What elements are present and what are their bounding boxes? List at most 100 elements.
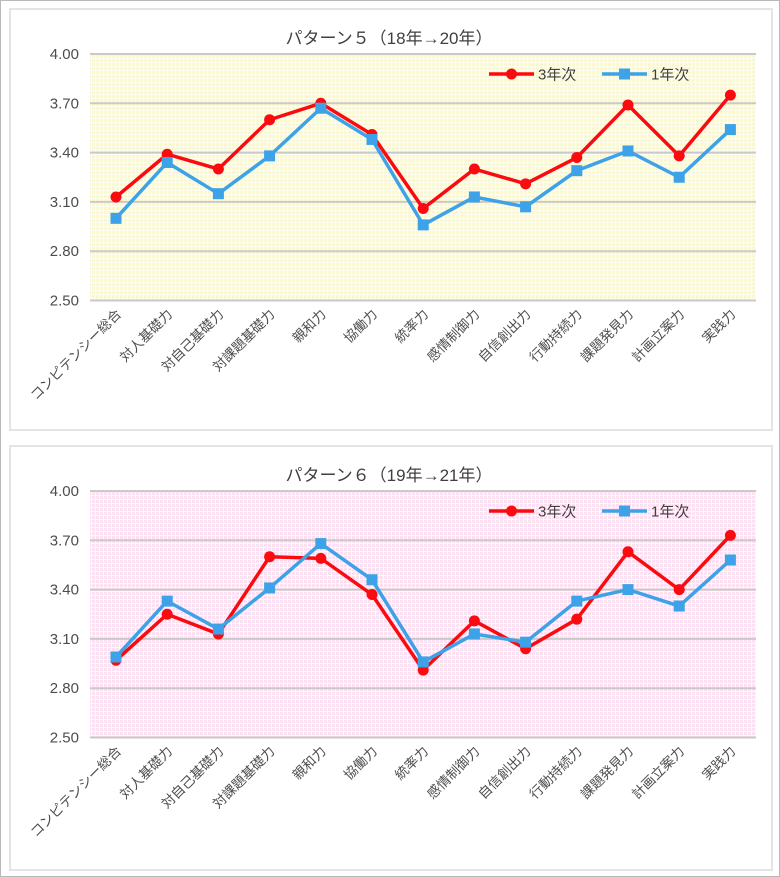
pattern5-line-chart: 4.003.703.403.102.802.50コンピテンシー総合対人基礎力対自… xyxy=(28,29,756,403)
data-point-marker xyxy=(161,608,173,620)
data-point-marker xyxy=(673,584,685,596)
data-point-marker xyxy=(724,554,736,566)
x-axis-category-label: 自信創出力 xyxy=(475,744,533,802)
y-axis-tick-label: 3.10 xyxy=(50,631,79,648)
data-point-marker xyxy=(673,171,685,183)
data-point-marker xyxy=(212,163,224,175)
data-point-marker xyxy=(622,99,634,111)
y-axis-tick-label: 3.70 xyxy=(50,532,79,549)
data-point-marker xyxy=(366,133,378,145)
data-point-marker xyxy=(468,628,480,640)
x-axis-category-label: 実践力 xyxy=(699,307,738,346)
data-point-marker xyxy=(468,191,480,203)
x-axis-category-label: 親和力 xyxy=(290,744,329,783)
data-point-marker xyxy=(571,613,583,625)
data-point-marker xyxy=(366,589,378,601)
x-axis-category-label: コンピテンシー総合 xyxy=(28,743,125,840)
data-point-marker xyxy=(264,150,276,162)
legend-item: 3年次 xyxy=(489,67,576,84)
y-axis-tick-label: 2.80 xyxy=(50,680,79,697)
x-axis-category-label: 感情制御力 xyxy=(423,743,482,802)
y-axis-tick-label: 4.00 xyxy=(50,483,79,500)
x-axis-category-label: 統率力 xyxy=(391,743,431,783)
data-point-marker xyxy=(264,551,276,563)
data-point-marker xyxy=(571,165,583,177)
chart-title: パターン５（18年→20年） xyxy=(286,29,493,48)
data-point-marker xyxy=(520,178,532,190)
data-point-marker xyxy=(417,219,429,231)
legend-item: 1年次 xyxy=(602,504,689,521)
legend-item: 1年次 xyxy=(602,67,689,84)
y-axis-tick-label: 3.40 xyxy=(50,582,79,599)
data-point-marker xyxy=(520,201,532,213)
x-axis-category-label: 実践力 xyxy=(699,744,738,783)
x-axis-category-label: 行動持続力 xyxy=(527,307,585,365)
legend-circle-marker-icon xyxy=(506,68,517,80)
data-point-marker xyxy=(724,89,736,101)
data-point-marker xyxy=(571,152,583,164)
data-point-marker xyxy=(366,574,378,586)
data-point-marker xyxy=(622,584,634,596)
x-axis-category-label: 自信創出力 xyxy=(475,307,533,365)
y-axis-tick-label: 4.00 xyxy=(50,46,79,63)
data-point-marker xyxy=(110,191,122,203)
data-point-marker xyxy=(315,552,327,564)
data-point-marker xyxy=(161,156,173,168)
y-axis-tick-label: 2.80 xyxy=(50,243,79,260)
data-point-marker xyxy=(724,124,736,136)
data-point-marker xyxy=(110,212,122,224)
plot-area xyxy=(90,54,756,301)
x-axis-category-label: 協働力 xyxy=(341,307,380,346)
x-axis-category-label: 協働力 xyxy=(341,744,380,783)
pattern6-line-chart: 4.003.703.403.102.802.50コンピテンシー総合対人基礎力対自… xyxy=(28,466,756,840)
legend-square-marker-icon xyxy=(619,68,630,80)
y-axis-tick-label: 2.50 xyxy=(50,730,79,747)
legend-label: 3年次 xyxy=(538,504,576,521)
data-point-marker xyxy=(315,538,327,550)
data-point-marker xyxy=(212,623,224,635)
data-point-marker xyxy=(520,636,532,648)
y-axis-tick-label: 2.50 xyxy=(50,293,79,310)
x-axis-category-label: 計画立案力 xyxy=(628,743,687,802)
legend-circle-marker-icon xyxy=(506,505,517,517)
data-point-marker xyxy=(417,656,429,668)
pattern5-chart-panel: 4.00 3.70 3.40 3.10 2.80 2.50 コンピテンシー総合 対人基礎力 対自… xyxy=(9,8,773,431)
x-axis-category-label: 親和力 xyxy=(290,307,329,346)
chart-title: パターン６（19年→21年） xyxy=(286,466,493,485)
legend: 3年次 1年次 xyxy=(489,67,689,84)
data-point-marker xyxy=(673,600,685,612)
y-axis-tick-label: 3.70 xyxy=(50,95,79,112)
plot-area xyxy=(90,491,756,738)
data-point-marker xyxy=(110,651,122,663)
y-axis-tick-label: 3.40 xyxy=(50,145,79,162)
data-point-marker xyxy=(212,188,224,200)
legend-label: 3年次 xyxy=(538,67,576,84)
y-axis-tick-label: 3.10 xyxy=(50,194,79,211)
pattern6-chart-panel: 4.00 3.70 3.40 3.10 2.80 2.50 コンピテンシー総合 対人基礎力 対自… xyxy=(9,445,773,871)
data-point-marker xyxy=(315,102,327,114)
data-point-marker xyxy=(724,529,736,541)
legend-label: 1年次 xyxy=(651,67,689,84)
x-axis-category-label: 計画立案力 xyxy=(628,306,687,365)
x-axis-category-label: 感情制御力 xyxy=(423,306,482,365)
data-point-marker xyxy=(264,582,276,594)
x-axis-category-label: 統率力 xyxy=(391,306,431,346)
data-point-marker xyxy=(161,595,173,607)
data-point-marker xyxy=(468,163,480,175)
data-point-marker xyxy=(417,202,429,214)
x-axis-category-label: 行動持続力 xyxy=(527,744,585,802)
legend-label: 1年次 xyxy=(651,504,689,521)
data-point-marker xyxy=(622,145,634,157)
legend: 3年次 1年次 xyxy=(489,504,689,521)
legend-square-marker-icon xyxy=(619,505,630,517)
data-point-marker xyxy=(622,546,634,558)
data-point-marker xyxy=(673,150,685,162)
x-axis-category-label: 課題発見力 xyxy=(578,307,636,365)
x-axis-category-label: コンピテンシー総合 xyxy=(28,306,125,403)
x-axis-category-label: 課題発見力 xyxy=(578,744,636,802)
data-point-marker xyxy=(468,615,480,627)
legend-item: 3年次 xyxy=(489,504,576,521)
data-point-marker xyxy=(571,595,583,607)
data-point-marker xyxy=(264,114,276,126)
